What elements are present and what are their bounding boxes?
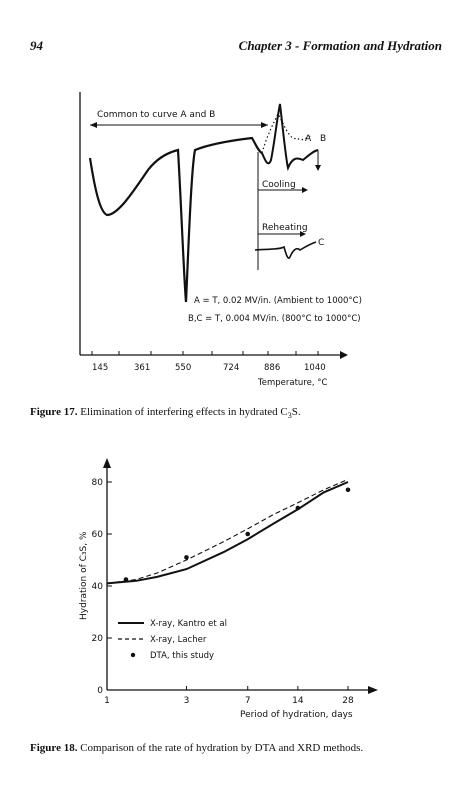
fig17-xtick: 550 <box>175 363 191 373</box>
fig17-xtick: 361 <box>134 363 150 373</box>
fig17-legend-line1: A = T, 0.02 MV/in. (Ambient to 1000°C) <box>194 296 362 306</box>
figure17-caption-text: Elimination of interfering effects in hy… <box>80 406 288 418</box>
fig18-legend: X-ray, Kantro et al X-ray, Lacher DTA, t… <box>118 619 227 661</box>
x-tick-label: 1 <box>104 696 110 706</box>
common-annotation: Common to curve A and B <box>97 110 215 120</box>
fig17-xtick: 886 <box>264 363 280 373</box>
fig17-legend-line2: B,C = T, 0.004 MV/in. (800°C to 1000°C) <box>188 314 361 324</box>
curve-c <box>254 241 317 259</box>
curve-a-common <box>88 136 263 303</box>
series-line-kantro <box>106 481 349 585</box>
curve-b <box>261 103 319 172</box>
figure18-chart: 0 20 40 60 80 1 3 7 14 28 Hydration of C₃S, % Pe… <box>79 458 378 720</box>
fig17-xlabel: Temperature, °C <box>257 378 327 388</box>
label-a: A <box>305 134 312 144</box>
fig17-xtick: 145 <box>92 363 108 373</box>
figure18-caption-text: Comparison of the rate of hydration by D… <box>80 742 364 754</box>
y-tick-label: 80 <box>92 478 104 488</box>
fig18-y-arrow <box>103 458 111 468</box>
figure17-diagram: Common to curve A and B A B Cooling Rehe… <box>79 92 362 388</box>
figure17-caption-sub: 3 <box>287 411 292 421</box>
y-tick-label: 0 <box>97 686 103 696</box>
label-b: B <box>320 134 326 144</box>
dta-point <box>295 505 301 511</box>
chapter-title: Chapter 3 - Formation and Hydration <box>238 38 442 53</box>
x-tick-label: 14 <box>292 696 304 706</box>
x-tick-label: 3 <box>184 696 190 706</box>
dta-point <box>184 555 189 560</box>
y-tick-label: 20 <box>92 634 104 644</box>
label-c: C <box>318 238 324 248</box>
figure17-caption: Figure 17. Elimination of interfering ef… <box>30 406 301 420</box>
dta-point <box>123 577 129 582</box>
dta-point <box>345 487 351 493</box>
y-tick-label: 40 <box>92 582 104 592</box>
fig18-xlabel: Period of hydration, days <box>240 710 353 720</box>
x-tick-label: 7 <box>245 696 251 706</box>
figure18-caption-label: Figure 18. <box>30 742 78 754</box>
figure17-caption-label: Figure 17. <box>30 406 78 418</box>
legend-label-lacher: X-ray, Lacher <box>150 635 207 645</box>
label-reheating: Reheating <box>262 223 308 233</box>
fig18-ylabel: Hydration of C₃S, % <box>79 531 89 620</box>
fig18-x-arrow <box>368 686 378 694</box>
figure17-caption-end: S. <box>291 406 301 418</box>
legend-label-dta: DTA, this study <box>150 651 214 661</box>
page-number: 94 <box>30 38 43 53</box>
fig17-xtick: 724 <box>223 363 239 373</box>
fig17-xtick: 1040 <box>304 363 326 373</box>
curve-a-dotted <box>261 112 311 154</box>
label-cooling: Cooling <box>262 180 296 190</box>
legend-label-kantro: X-ray, Kantro et al <box>150 619 227 629</box>
dta-point <box>245 531 251 537</box>
x-tick-label: 28 <box>342 696 354 706</box>
series-line-lacher <box>106 478 349 584</box>
figure18-caption: Figure 18. Comparison of the rate of hyd… <box>30 742 363 754</box>
fig17-x-arrow <box>340 351 348 359</box>
y-tick-label: 60 <box>92 530 104 540</box>
